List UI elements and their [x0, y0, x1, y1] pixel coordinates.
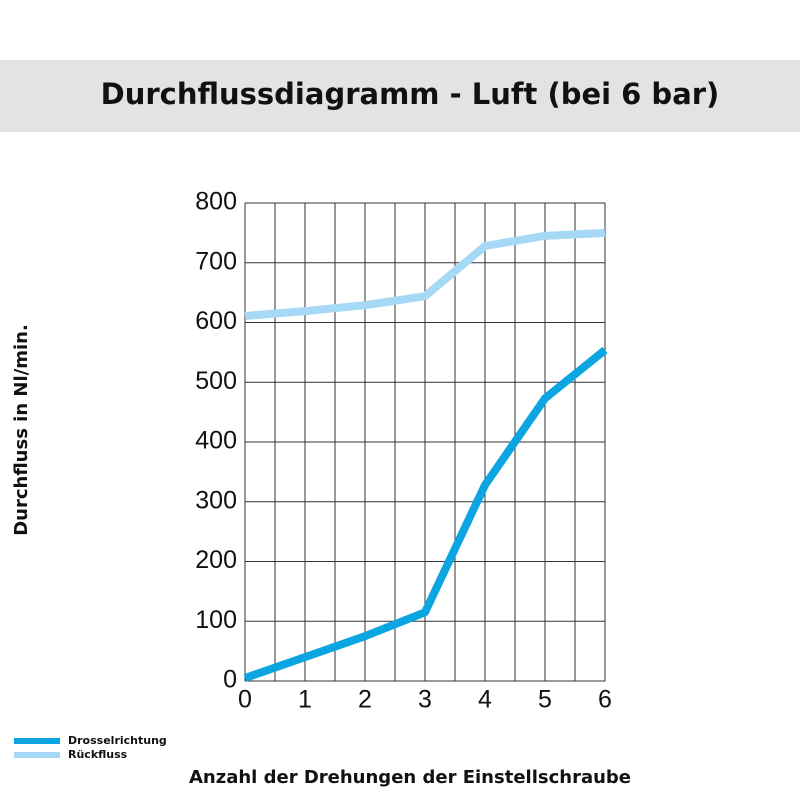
- y-axis-label: Durchfluss in Nl/min.: [11, 324, 32, 536]
- y-tick-label: 200: [195, 546, 237, 574]
- x-tick-label: 3: [418, 686, 432, 714]
- x-tick-label: 1: [298, 686, 312, 714]
- chart-title: Durchflussdiagramm - Luft (bei 6 bar): [101, 77, 720, 111]
- series-line: [244, 228, 606, 320]
- series-line: [243, 346, 608, 682]
- x-tick-label: 0: [238, 686, 252, 714]
- x-tick-label: 6: [598, 686, 612, 714]
- x-axis-label: Anzahl der Drehungen der Einstellschraub…: [189, 767, 631, 788]
- legend-label: Drosselrichtung: [68, 734, 167, 747]
- x-tick-label: 4: [478, 686, 492, 714]
- y-tick-label: 700: [195, 247, 237, 275]
- x-tick-label: 2: [358, 686, 372, 714]
- y-tick-label: 400: [195, 427, 237, 455]
- y-tick-label: 300: [195, 486, 237, 514]
- x-tick-label: 5: [538, 686, 552, 714]
- legend-label: Rückfluss: [68, 748, 128, 761]
- title-band: [0, 60, 800, 132]
- y-tick-label: 500: [195, 367, 237, 395]
- y-tick-label: 800: [195, 188, 237, 216]
- y-tick-label: 100: [195, 606, 237, 634]
- y-tick-label: 0: [223, 666, 237, 694]
- y-tick-label: 600: [195, 307, 237, 335]
